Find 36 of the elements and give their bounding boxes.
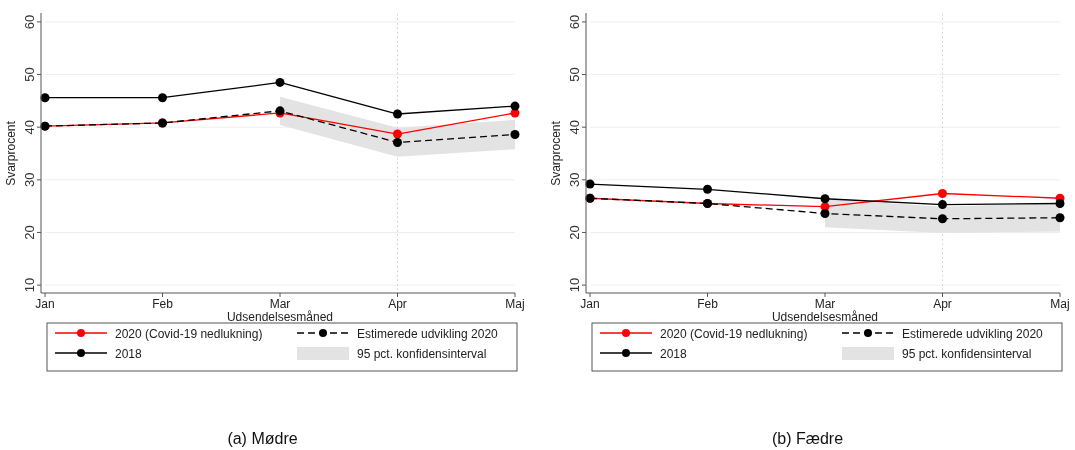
x-tick-label: Maj (505, 297, 525, 311)
x-axis-title: Udsendelsesmåned (226, 310, 334, 324)
legend-label: 2020 (Covid-19 nedlukning) (115, 326, 263, 341)
y-tick-label: 60 (567, 14, 582, 30)
y-tick-label: 40 (567, 119, 582, 135)
y-tick-label: 50 (22, 67, 37, 82)
legend-label: 2018 (660, 346, 688, 361)
y-tick-label: 60 (22, 14, 37, 30)
x-tick-label: Maj (1050, 297, 1070, 311)
legend-label: 95 pct. konfidensinterval (357, 346, 487, 361)
y-tick-label: 50 (567, 67, 582, 82)
x-tick-label: Apr (388, 297, 407, 311)
y-tick-label: 10 (567, 277, 582, 293)
y-tick-label: 40 (22, 119, 37, 135)
x-tick-label: Feb (152, 297, 174, 311)
x-tick-label: Feb (697, 297, 719, 311)
legend-label: 2020 (Covid-19 nedlukning) (660, 326, 808, 341)
text: (a) Mødre (227, 430, 298, 447)
legend-label: Estimerede udvikling 2020 (902, 326, 1044, 341)
y-tick-label: 20 (567, 225, 582, 240)
x-axis-title: Udsendelsesmåned (771, 310, 879, 324)
y-axis-title: Svarprocent (4, 120, 18, 186)
y-tick-label: 10 (22, 277, 37, 293)
text: (b) Fædre (771, 430, 844, 447)
legend-label: 2018 (115, 346, 143, 361)
legend-label: 95 pct. konfidensinterval (902, 346, 1032, 361)
x-tick-label: Jan (580, 297, 600, 311)
y-tick-label: 20 (22, 225, 37, 240)
y-axis-title: Svarprocent (549, 120, 563, 186)
legend-label: Estimerede udvikling 2020 (357, 326, 499, 341)
x-tick-label: Apr (933, 297, 952, 311)
y-tick-label: 30 (567, 172, 582, 188)
y-tick-label: 30 (22, 172, 37, 188)
x-tick-label: Jan (35, 297, 55, 311)
x-tick-label: Mar (269, 297, 291, 311)
x-tick-label: Mar (814, 297, 836, 311)
